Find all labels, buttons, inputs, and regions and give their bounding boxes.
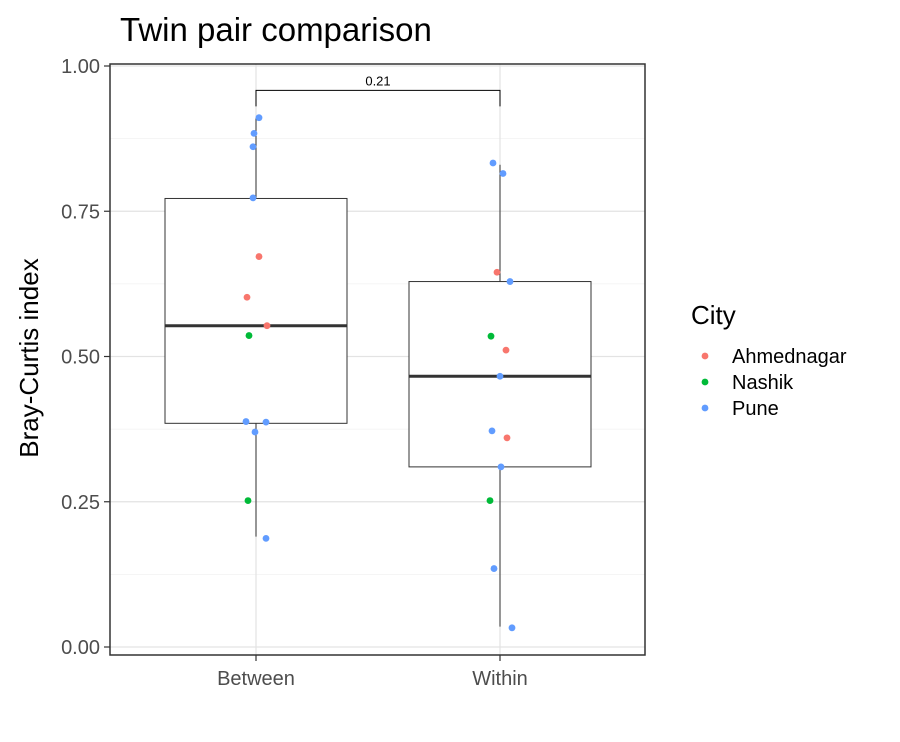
y-axis-title: Bray-Curtis index — [14, 258, 44, 457]
point-pune — [251, 428, 259, 436]
box-iqr — [164, 197, 348, 424]
point-pune — [488, 427, 496, 435]
point-nashik — [487, 332, 495, 340]
y-tick-label: 0.25 — [61, 492, 100, 514]
legend-key — [701, 352, 709, 360]
boxes — [164, 118, 592, 627]
point-ahmednagar — [263, 322, 271, 330]
bracket-line — [255, 89, 501, 107]
x-axis: Between Within — [217, 655, 528, 690]
legend-item-ahmednagar: Ahmednagar — [701, 346, 847, 368]
point-pune — [508, 624, 516, 632]
point-pune — [249, 194, 257, 202]
point-nashik — [244, 497, 252, 504]
data-points — [242, 114, 516, 632]
comparison-label: 0.21 — [365, 73, 390, 88]
panel-border — [109, 63, 646, 656]
point-ahmednagar — [503, 434, 511, 442]
legend-label: Nashik — [732, 372, 794, 394]
point-ahmednagar — [502, 346, 510, 354]
y-tick-label: 0.00 — [61, 637, 100, 659]
point-pune — [497, 463, 505, 471]
legend-key — [701, 378, 709, 386]
point-pune — [242, 418, 250, 425]
legend: City Ahmednagar Nashik Pune — [691, 300, 847, 420]
y-tick-label: 0.75 — [61, 201, 100, 223]
point-nashik — [245, 332, 253, 339]
point-pune — [489, 159, 497, 167]
y-tick-label: 1.00 — [61, 56, 100, 78]
point-pune — [506, 278, 514, 285]
point-pune — [262, 418, 270, 426]
point-ahmednagar — [255, 253, 263, 260]
x-tick-label: Between — [217, 668, 295, 690]
legend-key — [701, 404, 709, 412]
point-pune — [255, 114, 263, 122]
point-pune — [490, 565, 498, 572]
point-nashik — [486, 497, 494, 504]
chart-title: Twin pair comparison — [120, 11, 432, 48]
legend-title: City — [691, 300, 736, 330]
point-pune — [499, 170, 507, 177]
point-pune — [262, 534, 270, 542]
comparison-bracket: 0.21 — [255, 73, 501, 107]
legend-item-nashik: Nashik — [701, 372, 794, 394]
point-ahmednagar — [493, 268, 501, 276]
point-pune — [250, 129, 258, 137]
point-pune — [249, 143, 257, 151]
box-within — [408, 164, 592, 627]
point-pune — [496, 372, 504, 380]
y-axis: 0.00 0.25 0.50 0.75 1.00 — [61, 56, 110, 659]
legend-label: Pune — [732, 398, 779, 420]
legend-item-pune: Pune — [701, 398, 779, 420]
y-tick-label: 0.50 — [61, 347, 100, 369]
box-between — [164, 118, 348, 537]
point-ahmednagar — [243, 293, 251, 301]
legend-label: Ahmednagar — [732, 346, 847, 368]
x-tick-label: Within — [472, 668, 528, 690]
